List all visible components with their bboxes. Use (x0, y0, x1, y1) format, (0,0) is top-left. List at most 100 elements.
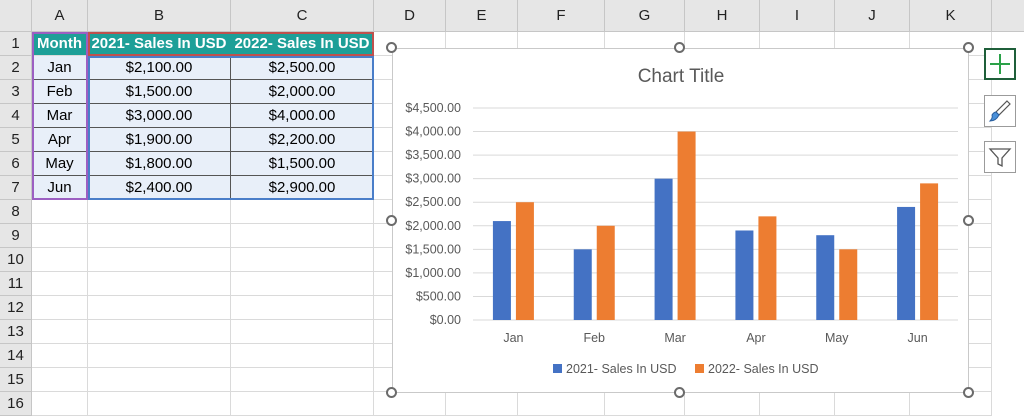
column-header-g[interactable]: G (605, 0, 685, 32)
cell[interactable] (88, 200, 231, 224)
cell[interactable] (760, 392, 835, 416)
cell[interactable] (231, 392, 374, 416)
cell[interactable] (231, 320, 374, 344)
column-header-b[interactable]: B (88, 0, 231, 32)
column-header-j[interactable]: J (835, 0, 910, 32)
row-header-2[interactable]: 2 (0, 56, 32, 80)
table-cell[interactable]: $1,500.00 (88, 80, 231, 104)
column-header-k[interactable]: K (910, 0, 992, 32)
cell[interactable] (32, 320, 88, 344)
cell[interactable] (32, 224, 88, 248)
column-header-h[interactable]: H (685, 0, 760, 32)
resize-handle[interactable] (386, 387, 397, 398)
table-cell[interactable]: $1,500.00 (231, 152, 374, 176)
cell[interactable] (88, 248, 231, 272)
table-cell[interactable]: $2,400.00 (88, 176, 231, 200)
row-header-9[interactable]: 9 (0, 224, 32, 248)
table-cell[interactable]: Jan (32, 56, 88, 80)
table-cell[interactable]: $1,900.00 (88, 128, 231, 152)
table-cell[interactable]: $2,000.00 (231, 80, 374, 104)
row-header-11[interactable]: 11 (0, 272, 32, 296)
cell[interactable] (88, 368, 231, 392)
cell[interactable] (910, 392, 992, 416)
cell[interactable] (518, 392, 605, 416)
row-header-10[interactable]: 10 (0, 248, 32, 272)
cell[interactable] (231, 272, 374, 296)
row-header-3[interactable]: 3 (0, 80, 32, 104)
resize-handle[interactable] (674, 387, 685, 398)
bar-2 (920, 183, 939, 320)
x-tick-label: Jan (503, 331, 523, 345)
column-header-a[interactable]: A (32, 0, 88, 32)
cell[interactable] (32, 344, 88, 368)
cell[interactable] (88, 224, 231, 248)
row-header-14[interactable]: 14 (0, 344, 32, 368)
column-header-d[interactable]: D (374, 0, 446, 32)
cell[interactable] (88, 320, 231, 344)
row-header-7[interactable]: 7 (0, 176, 32, 200)
resize-handle[interactable] (963, 215, 974, 226)
cell[interactable] (32, 200, 88, 224)
row-header-15[interactable]: 15 (0, 368, 32, 392)
table-cell[interactable]: Jun (32, 176, 88, 200)
resize-handle[interactable] (674, 42, 685, 53)
cell[interactable] (32, 296, 88, 320)
table-cell[interactable]: Mar (32, 104, 88, 128)
row-header-13[interactable]: 13 (0, 320, 32, 344)
cell[interactable] (835, 392, 910, 416)
table-cell[interactable]: $2,500.00 (231, 56, 374, 80)
row-header-5[interactable]: 5 (0, 128, 32, 152)
resize-handle[interactable] (963, 387, 974, 398)
table-cell[interactable]: $3,000.00 (88, 104, 231, 128)
chart-styles-button[interactable] (984, 95, 1016, 127)
table-header-cell[interactable]: Month (32, 32, 88, 56)
chart-elements-button[interactable] (984, 48, 1016, 80)
row-header-6[interactable]: 6 (0, 152, 32, 176)
row-header-4[interactable]: 4 (0, 104, 32, 128)
y-tick-label: $2,000.00 (405, 219, 461, 233)
column-header-f[interactable]: F (518, 0, 605, 32)
table-cell[interactable]: May (32, 152, 88, 176)
cell[interactable] (88, 392, 231, 416)
table-cell[interactable]: $1,800.00 (88, 152, 231, 176)
cell[interactable] (88, 296, 231, 320)
table-cell[interactable]: $4,000.00 (231, 104, 374, 128)
table-cell[interactable]: Feb (32, 80, 88, 104)
cell[interactable] (32, 272, 88, 296)
row-header-12[interactable]: 12 (0, 296, 32, 320)
bar-2 (758, 216, 777, 320)
table-header-cell[interactable]: 2022- Sales In USD (231, 32, 374, 56)
resize-handle[interactable] (386, 215, 397, 226)
cell[interactable] (88, 272, 231, 296)
cell[interactable] (231, 248, 374, 272)
cell[interactable] (605, 392, 685, 416)
row-header-1[interactable]: 1 (0, 32, 32, 56)
cell[interactable] (88, 344, 231, 368)
table-cell[interactable]: $2,200.00 (231, 128, 374, 152)
column-header-c[interactable]: C (231, 0, 374, 32)
cell[interactable] (446, 392, 518, 416)
chart-area[interactable]: Chart Title $0.00 $500.00 $1,000.00 $1,500.0… (392, 48, 969, 393)
resize-handle[interactable] (963, 42, 974, 53)
table-cell[interactable]: Apr (32, 128, 88, 152)
cell[interactable] (231, 200, 374, 224)
resize-handle[interactable] (386, 42, 397, 53)
cell[interactable] (32, 248, 88, 272)
row-header-8[interactable]: 8 (0, 200, 32, 224)
table-cell[interactable]: $2,900.00 (231, 176, 374, 200)
cell[interactable] (231, 344, 374, 368)
cell[interactable] (231, 296, 374, 320)
cell[interactable] (231, 368, 374, 392)
cell[interactable] (32, 392, 88, 416)
cell[interactable] (32, 368, 88, 392)
cell[interactable] (685, 392, 760, 416)
table-header-cell[interactable]: 2021- Sales In USD (88, 32, 231, 56)
column-header-e[interactable]: E (446, 0, 518, 32)
row-header-16[interactable]: 16 (0, 392, 32, 416)
table-cell[interactable]: $2,100.00 (88, 56, 231, 80)
chart-filters-button[interactable] (984, 141, 1016, 173)
cell[interactable] (231, 224, 374, 248)
select-all-corner[interactable] (0, 0, 32, 32)
column-header-i[interactable]: I (760, 0, 835, 32)
cell[interactable] (374, 392, 446, 416)
